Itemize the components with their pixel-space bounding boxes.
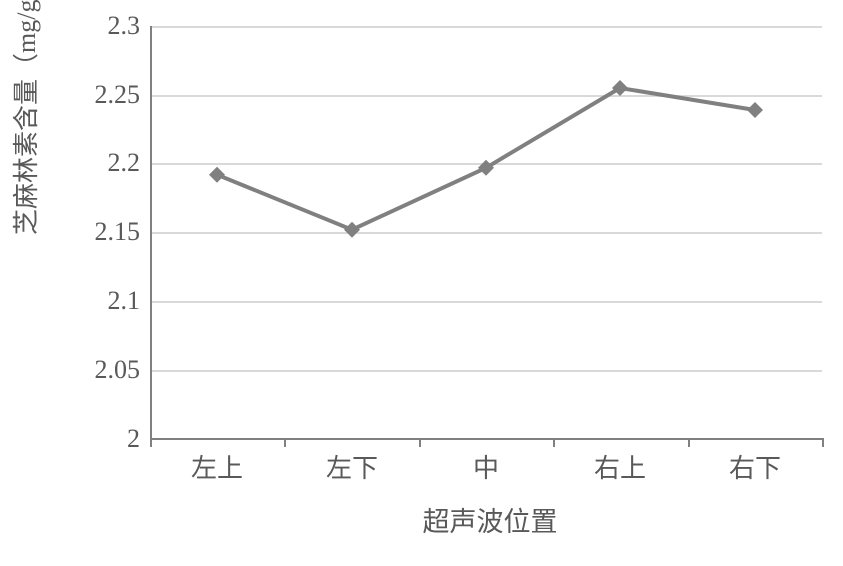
x-axis-title: 超声波位置 bbox=[423, 500, 558, 539]
x-tick bbox=[419, 438, 421, 447]
marker-diamond-icon bbox=[344, 222, 360, 238]
y-tick-label-2.05: 2.05 bbox=[40, 355, 140, 385]
y-axis-title: 芝麻林素含量（mg/g） bbox=[6, 0, 43, 235]
x-tick-label-0: 左上 bbox=[191, 448, 243, 485]
x-tick-label-1: 左下 bbox=[326, 448, 378, 485]
line-chart-svg bbox=[150, 26, 822, 439]
series-markers bbox=[209, 80, 763, 238]
y-tick-label-2.25: 2.25 bbox=[40, 80, 140, 110]
x-tick bbox=[688, 438, 690, 447]
x-tick bbox=[553, 438, 555, 447]
x-tick bbox=[284, 438, 286, 447]
marker-diamond-icon bbox=[747, 102, 763, 118]
y-tick-label-2.2: 2.2 bbox=[40, 148, 140, 178]
x-tick bbox=[822, 438, 824, 447]
x-tick-label-4: 右下 bbox=[729, 448, 781, 485]
x-tick-label-2: 中 bbox=[473, 448, 499, 485]
y-tick-label-2: 2 bbox=[40, 424, 140, 454]
x-tick bbox=[150, 438, 152, 447]
y-tick-label-2.3: 2.3 bbox=[40, 11, 140, 41]
y-tick-label-2.15: 2.15 bbox=[40, 217, 140, 247]
y-tick-label-2.1: 2.1 bbox=[40, 286, 140, 316]
series-line bbox=[217, 88, 755, 230]
marker-diamond-icon bbox=[209, 167, 225, 183]
x-tick-label-3: 右上 bbox=[594, 448, 646, 485]
chart-container: 芝麻林素含量（mg/g） 2.3 2.25 2.2 2.15 2.1 2.05 … bbox=[0, 0, 843, 566]
